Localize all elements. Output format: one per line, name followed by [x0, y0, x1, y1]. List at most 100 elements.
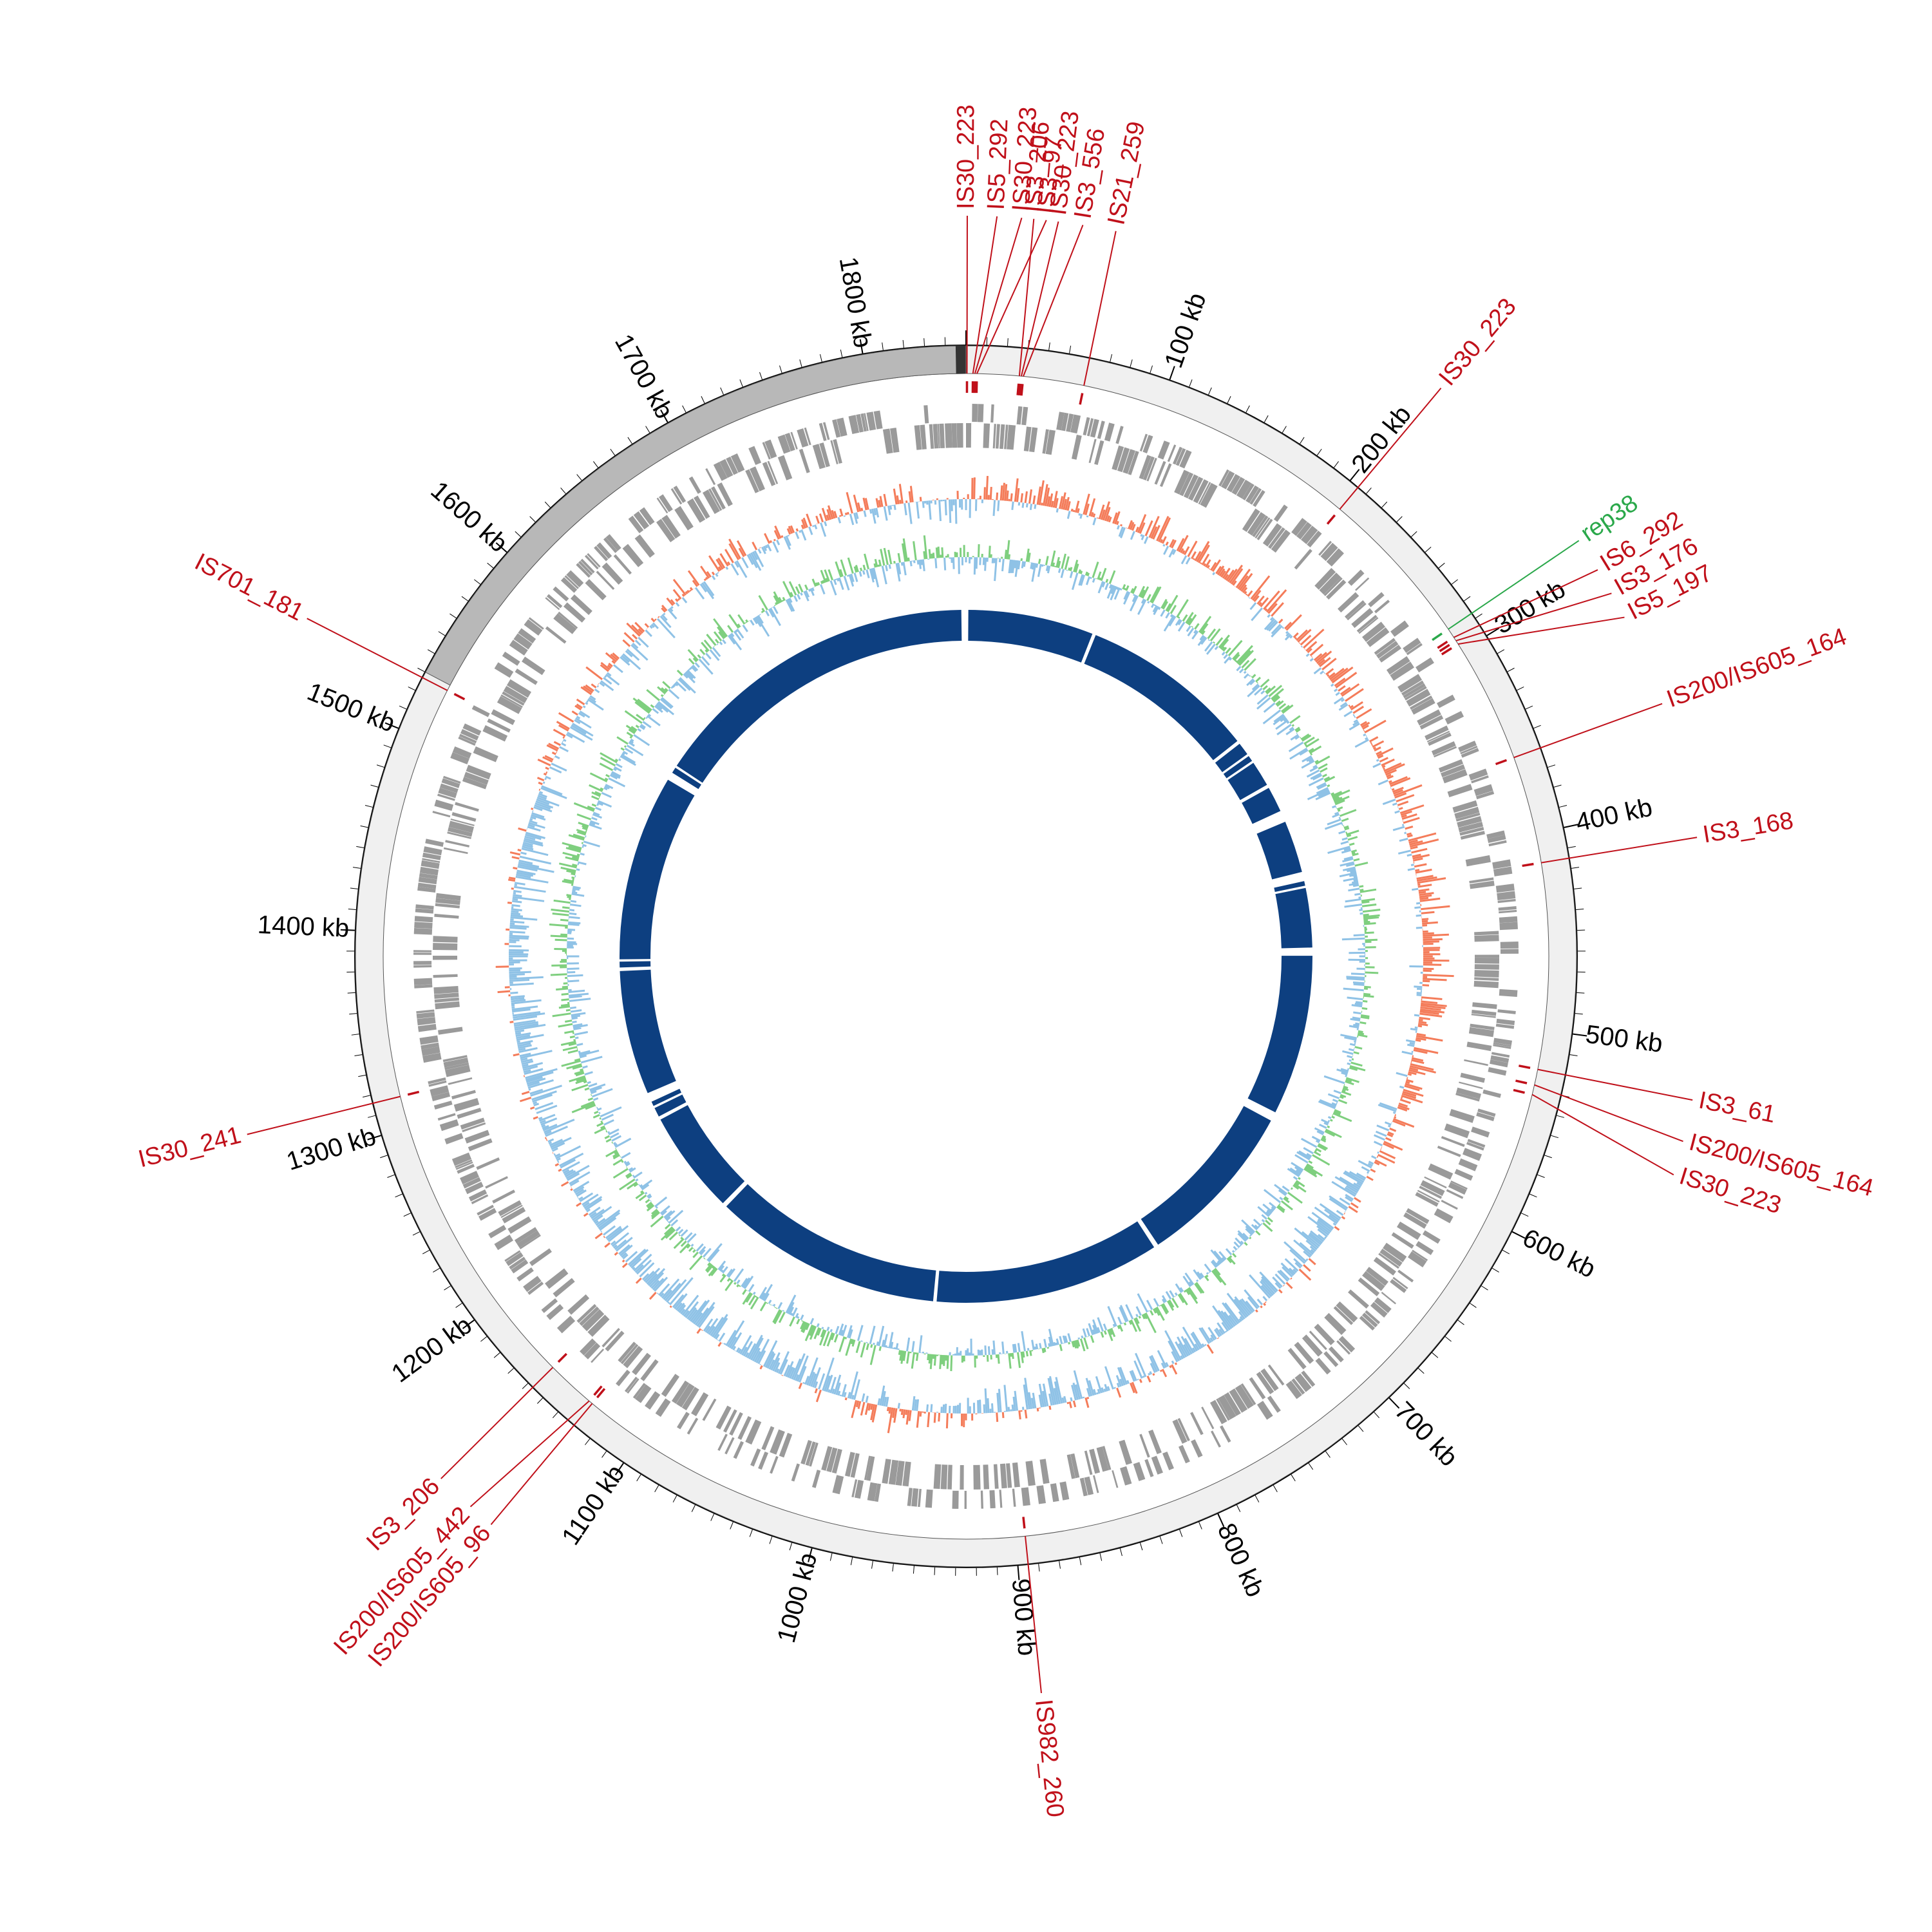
gene [1314, 1323, 1335, 1345]
major-tick [1017, 1566, 1020, 1580]
gene [414, 916, 433, 923]
gene [1088, 439, 1097, 464]
gene [1021, 1487, 1030, 1506]
is-leader-line [1083, 231, 1117, 386]
gene [733, 1441, 744, 1459]
gene [553, 1278, 575, 1298]
gene [726, 456, 739, 475]
gene [711, 486, 726, 510]
is-leader-line [1513, 703, 1663, 759]
gene [864, 1455, 871, 1481]
minor-tick [1544, 1155, 1552, 1159]
gene [907, 1488, 913, 1506]
gene [902, 1461, 911, 1487]
gene [1066, 1454, 1075, 1479]
gene [1499, 989, 1518, 998]
gene [1386, 656, 1410, 675]
tick-label: 1200 kb [386, 1311, 477, 1388]
gene [764, 439, 777, 459]
gene [832, 1475, 844, 1495]
gene [1252, 515, 1269, 538]
gene [1273, 504, 1288, 522]
contig-block [1274, 881, 1305, 893]
is-leader-line [247, 1095, 401, 1135]
gene [1456, 1087, 1481, 1099]
gene [1416, 1241, 1434, 1255]
is-mark [975, 381, 978, 393]
gene [1356, 614, 1378, 633]
gene [413, 978, 433, 985]
gene [1460, 831, 1485, 840]
is-element-label: IS200/IS605_164 [1663, 623, 1850, 714]
minor-tick [1119, 1548, 1122, 1557]
gene [676, 1383, 695, 1408]
minor-tick [1273, 1485, 1278, 1493]
gene [1200, 482, 1218, 508]
minor-tick [1521, 1213, 1529, 1217]
gene [556, 1316, 576, 1334]
gene [867, 1482, 878, 1502]
minor-tick [840, 349, 843, 357]
gene [1470, 1023, 1495, 1030]
gene [960, 1464, 964, 1490]
gene [1406, 643, 1423, 656]
is-leader-line [1455, 592, 1612, 641]
gene [805, 1441, 816, 1466]
is-element-label: IS5_292 [983, 118, 1014, 211]
gene [1319, 573, 1341, 595]
gene [442, 1055, 468, 1063]
gene [546, 594, 563, 609]
tick-label: 400 kb [1573, 793, 1655, 837]
gene [1144, 1459, 1154, 1477]
gene [1348, 1289, 1369, 1309]
minor-tick [1548, 764, 1556, 768]
minor-tick [1150, 365, 1153, 374]
minor-tick [347, 992, 355, 994]
gene [1255, 517, 1271, 539]
gene [645, 1391, 661, 1410]
gene [844, 1452, 855, 1477]
gene [1362, 621, 1386, 642]
gene [1496, 1018, 1515, 1026]
gene [745, 469, 759, 493]
gene [1093, 1475, 1099, 1493]
gene [1462, 1148, 1482, 1161]
gene [1411, 698, 1435, 715]
gene [1499, 909, 1517, 914]
gene [421, 1042, 439, 1050]
gene [1490, 1055, 1510, 1063]
gene [444, 1062, 469, 1070]
minor-tick [1208, 387, 1212, 395]
gc-skew-positive [495, 476, 1454, 1434]
minor-tick [829, 1553, 833, 1561]
gene [432, 810, 451, 818]
gene [1133, 1462, 1146, 1481]
gene [854, 1479, 864, 1499]
gene [812, 444, 826, 469]
gene [790, 431, 798, 450]
gene [1066, 413, 1074, 432]
minor-tick [380, 1155, 388, 1159]
gene [596, 571, 615, 591]
gene [1301, 1370, 1316, 1387]
gene [1167, 444, 1177, 462]
gene [1326, 548, 1344, 567]
gene [553, 613, 577, 634]
gene [464, 772, 489, 785]
gene [541, 1298, 558, 1313]
major-tick [384, 722, 399, 729]
gene [920, 424, 927, 450]
is-mark [1022, 1517, 1026, 1529]
gene [1119, 1439, 1132, 1465]
gene [1260, 1368, 1279, 1392]
gene [451, 1090, 476, 1100]
gene [1458, 821, 1484, 833]
gene [585, 579, 607, 601]
gene [656, 518, 676, 542]
is-mark [1326, 514, 1336, 525]
gene [673, 486, 687, 504]
gene [1403, 683, 1426, 699]
gene [1012, 1462, 1020, 1488]
is-mark [971, 381, 974, 393]
minor-tick [360, 825, 368, 828]
